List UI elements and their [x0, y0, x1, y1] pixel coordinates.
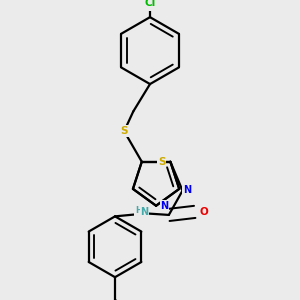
- Text: Cl: Cl: [144, 0, 156, 8]
- Text: N: N: [140, 207, 148, 217]
- Text: N: N: [160, 201, 169, 211]
- Text: N: N: [183, 185, 191, 195]
- Text: O: O: [200, 207, 208, 217]
- Text: S: S: [158, 157, 166, 167]
- Text: H: H: [135, 206, 142, 215]
- Text: S: S: [120, 126, 128, 136]
